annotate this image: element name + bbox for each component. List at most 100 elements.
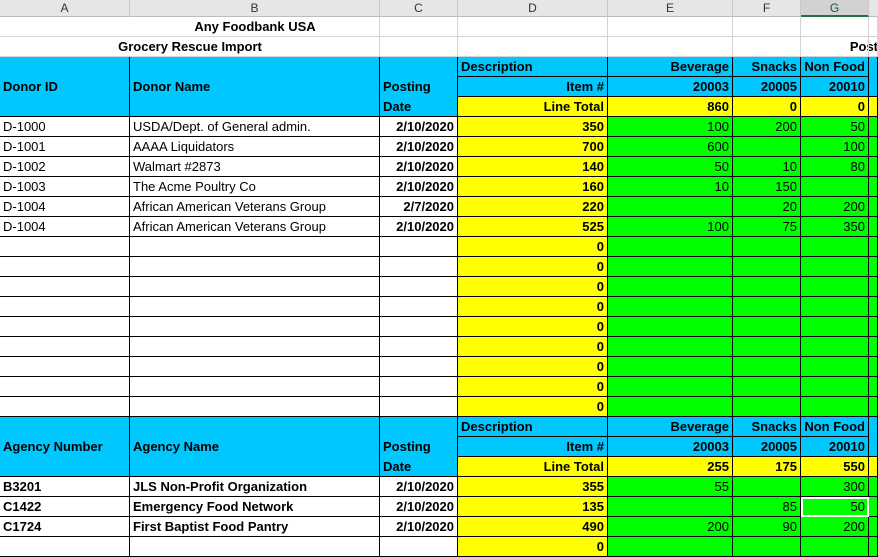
quantity-cell[interactable]: 200 (608, 517, 733, 537)
row-date[interactable]: 2/10/2020 (380, 177, 458, 197)
cell[interactable] (869, 237, 878, 257)
row-line-total[interactable]: 0 (458, 257, 608, 277)
row-id[interactable] (0, 297, 130, 317)
quantity-cell[interactable]: 85 (733, 497, 801, 517)
item-number-header[interactable]: Item # (458, 77, 608, 97)
quantity-cell[interactable] (801, 277, 869, 297)
cell[interactable] (869, 417, 878, 457)
row-id[interactable]: C1724 (0, 517, 130, 537)
column-header-G[interactable]: G (801, 0, 869, 17)
row-name[interactable] (130, 317, 380, 337)
line-total-header[interactable]: Line Total (458, 457, 608, 477)
quantity-cell[interactable] (733, 537, 801, 557)
quantity-cell[interactable] (733, 137, 801, 157)
cell[interactable] (458, 17, 608, 37)
row-date[interactable] (380, 237, 458, 257)
row-id[interactable] (0, 397, 130, 417)
column-header-C[interactable]: C (380, 0, 458, 17)
quantity-cell[interactable] (733, 337, 801, 357)
quantity-cell[interactable]: 600 (608, 137, 733, 157)
row-date[interactable] (380, 397, 458, 417)
quantity-cell[interactable] (608, 377, 733, 397)
cell[interactable] (869, 97, 878, 117)
column-header-F[interactable]: F (733, 0, 801, 17)
cell[interactable] (869, 277, 878, 297)
cell[interactable] (869, 537, 878, 557)
row-id[interactable]: C1422 (0, 497, 130, 517)
cell[interactable] (869, 357, 878, 377)
cell[interactable] (869, 137, 878, 157)
cell[interactable] (869, 17, 878, 37)
quantity-cell[interactable] (608, 237, 733, 257)
quantity-cell[interactable] (733, 397, 801, 417)
cell[interactable] (869, 177, 878, 197)
category-item-number[interactable]: 20005 (733, 77, 801, 97)
row-id[interactable] (0, 257, 130, 277)
name-header[interactable]: Agency Name (130, 417, 380, 477)
quantity-cell[interactable] (801, 537, 869, 557)
row-id[interactable] (0, 537, 130, 557)
row-date[interactable] (380, 277, 458, 297)
row-line-total[interactable]: 0 (458, 357, 608, 377)
column-header-E[interactable]: E (608, 0, 733, 17)
cell[interactable] (869, 517, 878, 537)
cell[interactable] (869, 297, 878, 317)
row-id[interactable] (0, 277, 130, 297)
category-total[interactable]: 860 (608, 97, 733, 117)
quantity-cell[interactable] (733, 357, 801, 377)
cell[interactable] (608, 17, 733, 37)
cell[interactable] (801, 37, 869, 57)
category-total[interactable]: 550 (801, 457, 869, 477)
category-item-number[interactable]: 20005 (733, 437, 801, 457)
cell[interactable] (380, 17, 458, 37)
quantity-cell[interactable] (801, 357, 869, 377)
quantity-cell[interactable]: 55 (608, 477, 733, 497)
category-name[interactable]: Beverage (608, 417, 733, 437)
quantity-cell[interactable]: 50 (801, 117, 869, 137)
row-id[interactable] (0, 237, 130, 257)
row-id[interactable]: B3201 (0, 477, 130, 497)
cell[interactable] (733, 17, 801, 37)
row-name[interactable] (130, 377, 380, 397)
row-line-total[interactable]: 0 (458, 397, 608, 417)
cell[interactable] (869, 497, 878, 517)
row-line-total[interactable]: 525 (458, 217, 608, 237)
quantity-cell[interactable]: 90 (733, 517, 801, 537)
item-number-header[interactable]: Item # (458, 437, 608, 457)
quantity-cell[interactable]: 350 (801, 217, 869, 237)
column-header-B[interactable]: B (130, 0, 380, 17)
quantity-cell[interactable] (733, 257, 801, 277)
row-name[interactable]: The Acme Poultry Co (130, 177, 380, 197)
row-date[interactable]: 2/10/2020 (380, 477, 458, 497)
row-line-total[interactable]: 700 (458, 137, 608, 157)
quantity-cell[interactable]: 300 (801, 477, 869, 497)
quantity-cell[interactable] (608, 357, 733, 377)
row-line-total[interactable]: 135 (458, 497, 608, 517)
category-name[interactable]: Beverage (608, 57, 733, 77)
quantity-cell[interactable]: 20 (733, 197, 801, 217)
cell[interactable] (608, 37, 733, 57)
row-line-total[interactable]: 0 (458, 297, 608, 317)
quantity-cell[interactable] (733, 477, 801, 497)
row-date[interactable]: 2/10/2020 (380, 497, 458, 517)
posting-date-header[interactable]: Posting Date (380, 57, 458, 117)
id-header[interactable]: Donor ID (0, 57, 130, 117)
row-date[interactable] (380, 317, 458, 337)
row-name[interactable]: Emergency Food Network (130, 497, 380, 517)
quantity-cell[interactable] (608, 277, 733, 297)
quantity-cell[interactable] (733, 277, 801, 297)
row-name[interactable] (130, 357, 380, 377)
row-line-total[interactable]: 0 (458, 237, 608, 257)
quantity-cell[interactable] (801, 237, 869, 257)
quantity-cell[interactable] (801, 257, 869, 277)
cell[interactable] (380, 37, 458, 57)
row-id[interactable]: D-1002 (0, 157, 130, 177)
row-name[interactable] (130, 397, 380, 417)
quantity-cell[interactable] (801, 337, 869, 357)
row-line-total[interactable]: 0 (458, 537, 608, 557)
row-name[interactable]: African American Veterans Group (130, 197, 380, 217)
line-total-header[interactable]: Line Total (458, 97, 608, 117)
category-item-number[interactable]: 20010 (801, 77, 869, 97)
row-id[interactable] (0, 317, 130, 337)
cell[interactable] (801, 17, 869, 37)
